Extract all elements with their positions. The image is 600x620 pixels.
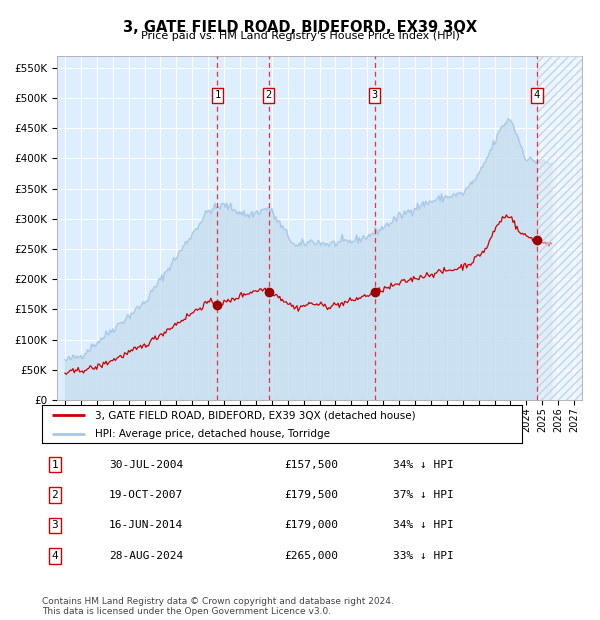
- Text: 28-AUG-2024: 28-AUG-2024: [109, 551, 184, 561]
- Text: 3, GATE FIELD ROAD, BIDEFORD, EX39 3QX (detached house): 3, GATE FIELD ROAD, BIDEFORD, EX39 3QX (…: [95, 410, 415, 420]
- Text: 2: 2: [265, 91, 272, 100]
- Text: Contains HM Land Registry data © Crown copyright and database right 2024.: Contains HM Land Registry data © Crown c…: [42, 597, 394, 606]
- Text: 16-JUN-2014: 16-JUN-2014: [109, 520, 184, 531]
- Text: 37% ↓ HPI: 37% ↓ HPI: [393, 490, 454, 500]
- Text: £157,500: £157,500: [284, 459, 338, 470]
- Text: £265,000: £265,000: [284, 551, 338, 561]
- Text: 1: 1: [214, 91, 220, 100]
- Text: This data is licensed under the Open Government Licence v3.0.: This data is licensed under the Open Gov…: [42, 607, 331, 616]
- Text: 19-OCT-2007: 19-OCT-2007: [109, 490, 184, 500]
- Text: HPI: Average price, detached house, Torridge: HPI: Average price, detached house, Torr…: [95, 428, 330, 439]
- Text: £179,500: £179,500: [284, 490, 338, 500]
- Text: 3: 3: [371, 91, 377, 100]
- Text: 1: 1: [52, 459, 58, 470]
- Text: 34% ↓ HPI: 34% ↓ HPI: [393, 459, 454, 470]
- Text: 4: 4: [533, 91, 540, 100]
- Text: 34% ↓ HPI: 34% ↓ HPI: [393, 520, 454, 531]
- Text: Price paid vs. HM Land Registry's House Price Index (HPI): Price paid vs. HM Land Registry's House …: [140, 31, 460, 41]
- Text: 33% ↓ HPI: 33% ↓ HPI: [393, 551, 454, 561]
- Text: 2: 2: [52, 490, 58, 500]
- Text: 3, GATE FIELD ROAD, BIDEFORD, EX39 3QX: 3, GATE FIELD ROAD, BIDEFORD, EX39 3QX: [123, 20, 477, 35]
- Text: £179,000: £179,000: [284, 520, 338, 531]
- Text: 3: 3: [52, 520, 58, 531]
- Text: 30-JUL-2004: 30-JUL-2004: [109, 459, 184, 470]
- Text: 4: 4: [52, 551, 58, 561]
